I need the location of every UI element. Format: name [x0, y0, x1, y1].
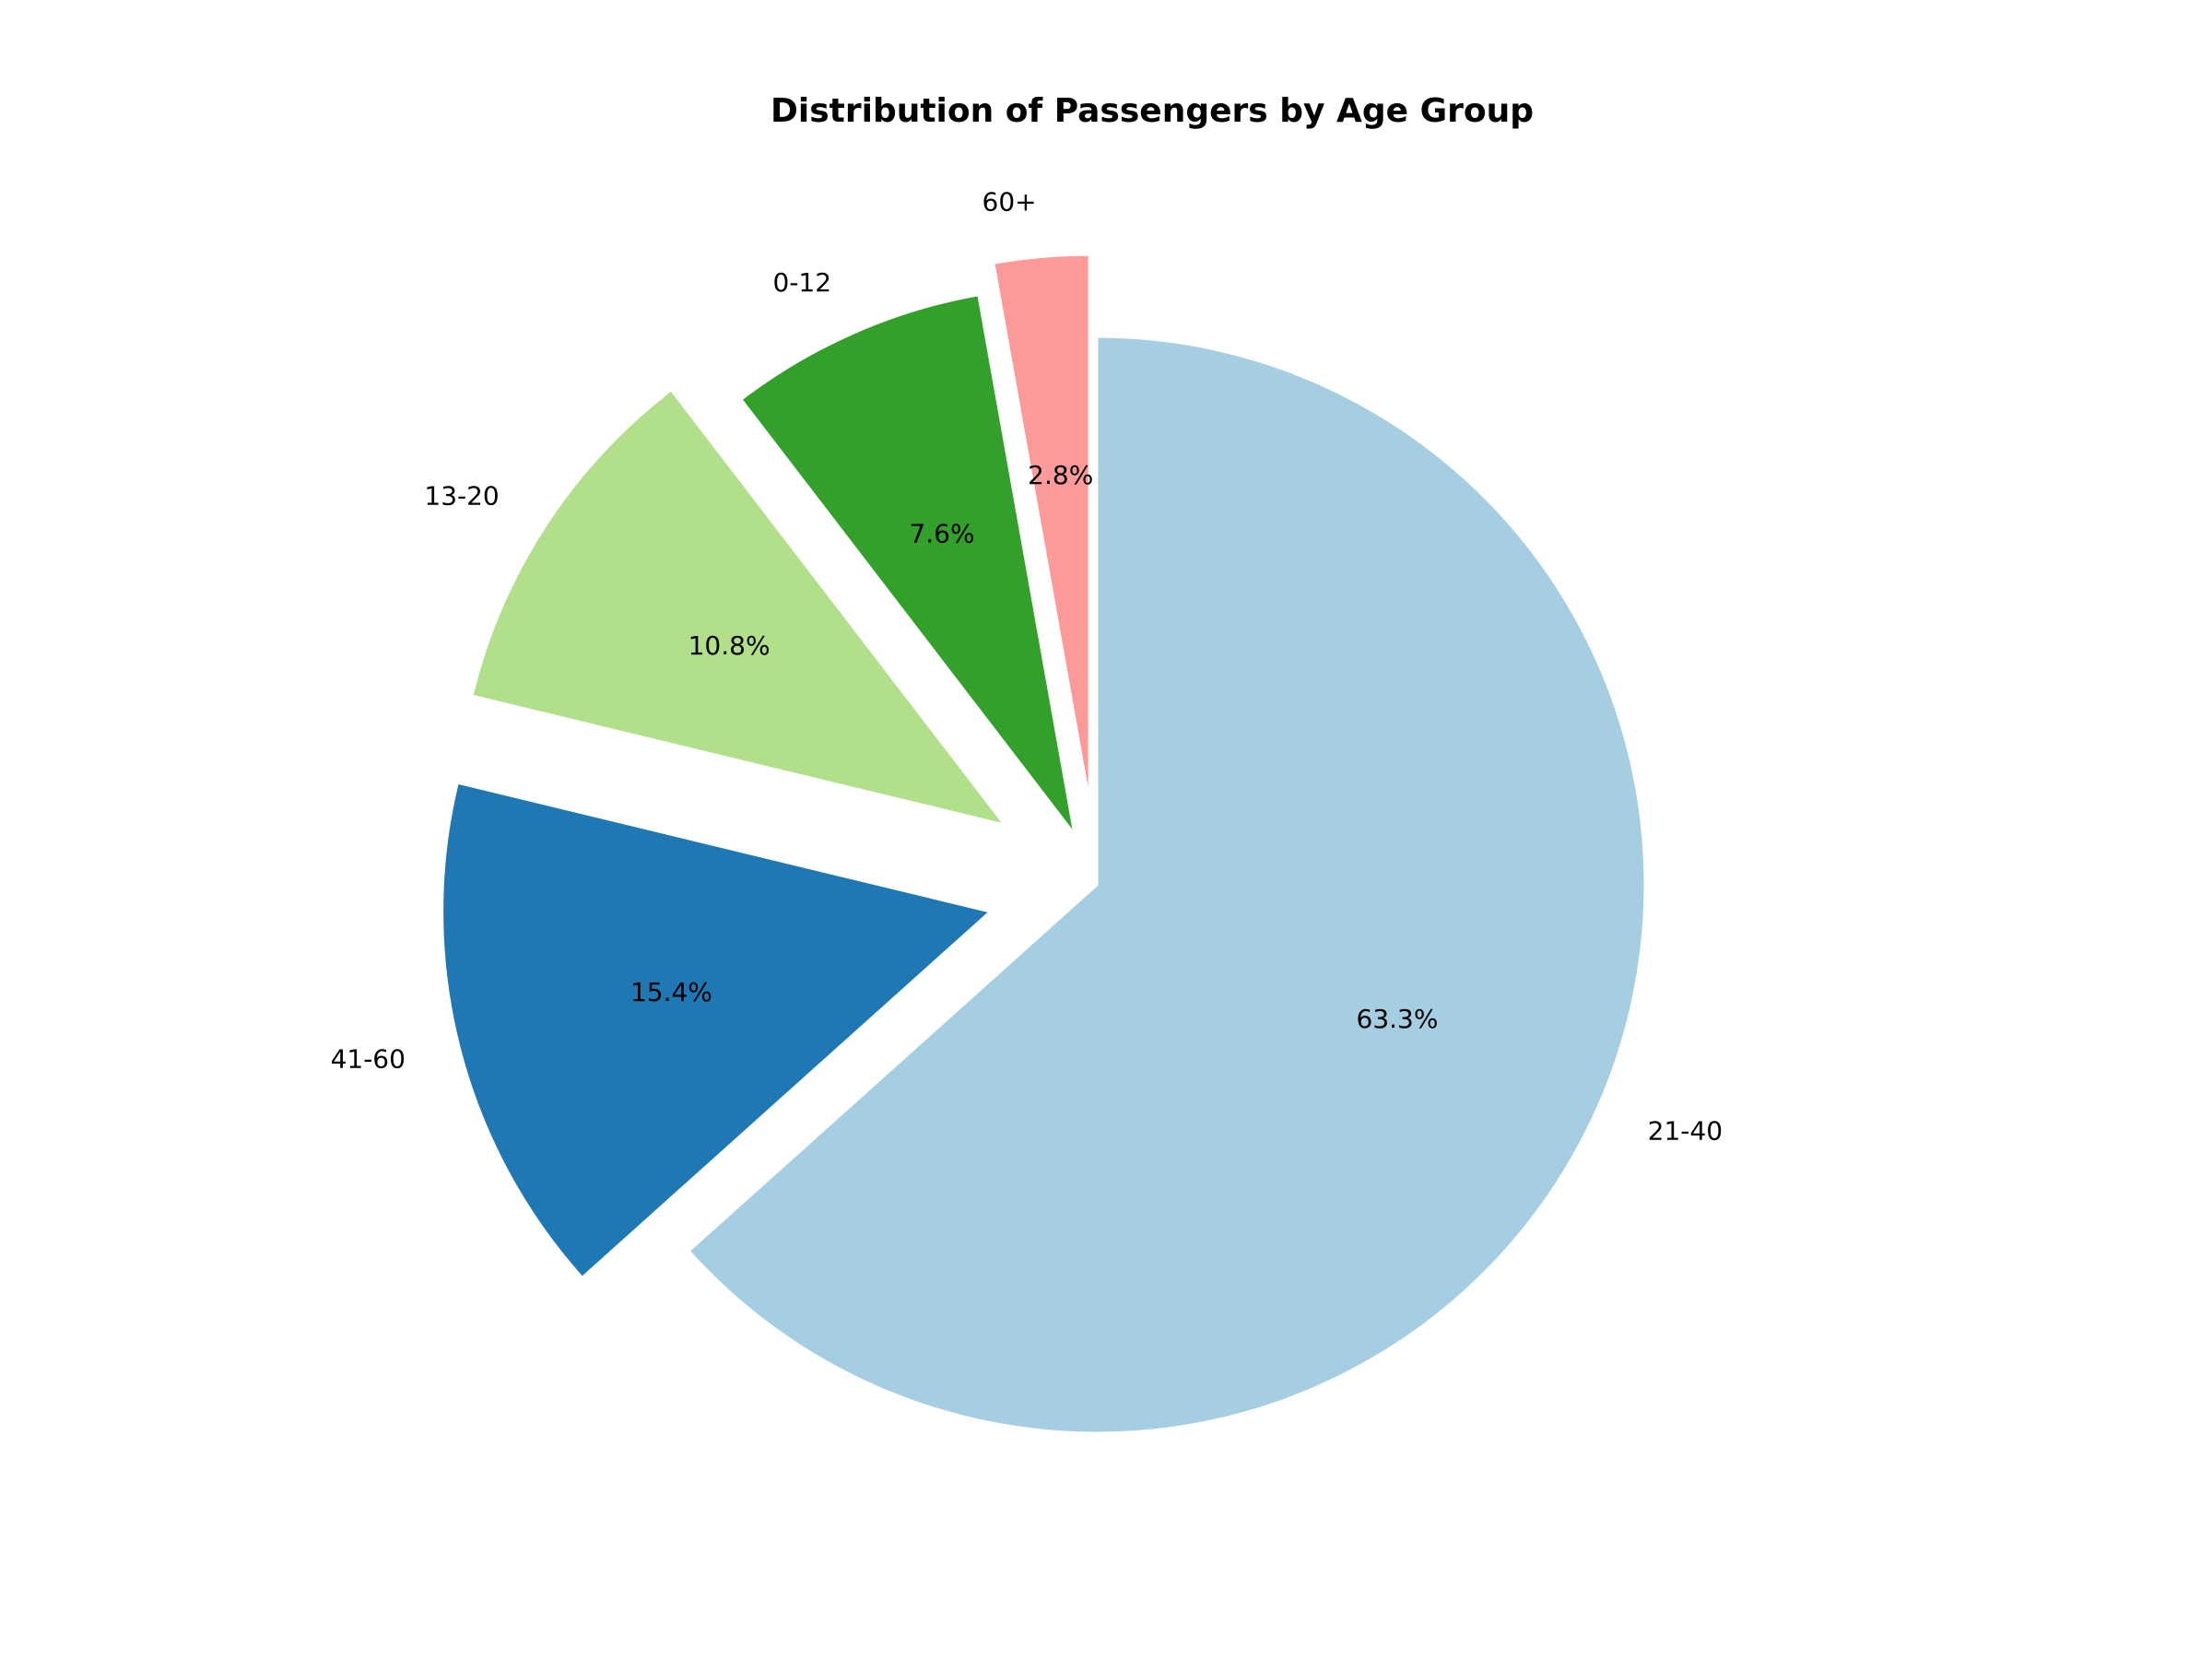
pct-label-60plus: 2.8% — [1028, 460, 1093, 490]
pct-label-41-60: 15.4% — [630, 977, 712, 1007]
pie-slice-41-60 — [441, 781, 994, 1280]
slice-label-60plus: 60+ — [982, 187, 1037, 218]
pie-labels: 21-40 63.3% 41-60 15.4% 13-20 10.8% 0-12 7.6% 60… — [331, 187, 1723, 1147]
pie-slice-13-20 — [470, 387, 1009, 828]
pct-label-13-20: 10.8% — [688, 630, 771, 661]
slice-label-0-12: 0-12 — [773, 267, 832, 298]
pct-label-21-40: 63.3% — [1357, 1004, 1439, 1034]
slice-label-41-60: 41-60 — [331, 1044, 406, 1075]
pct-label-0-12: 7.6% — [909, 518, 974, 548]
slice-label-21-40: 21-40 — [1648, 1115, 1723, 1146]
slice-label-13-20: 13-20 — [424, 481, 499, 512]
pie-slice-60plus — [992, 253, 1091, 804]
pie-slices — [441, 253, 1647, 1435]
pie-slice-21-40 — [686, 335, 1647, 1435]
chart-title: Distribution of Passengers by Age Group — [771, 92, 1534, 130]
pie-slice-0-12 — [738, 293, 1077, 836]
